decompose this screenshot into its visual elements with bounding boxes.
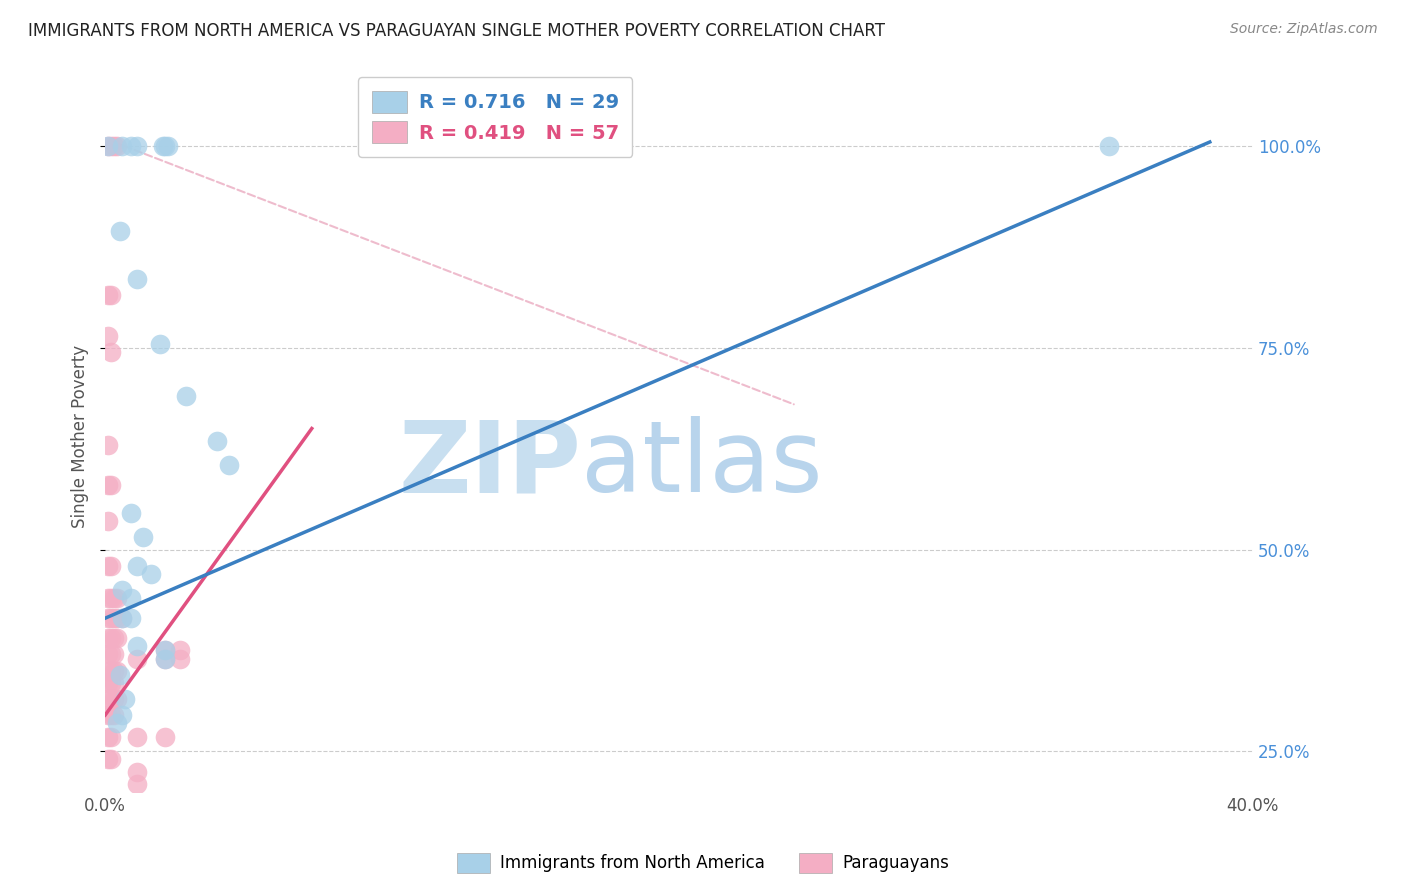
Point: [97, 675, 120, 690]
Point: [103, 664, 125, 678]
Point: [100, 648, 122, 662]
Point: [111, 611, 134, 625]
Point: [105, 139, 128, 153]
Point: [105, 611, 128, 625]
Point: [155, 651, 177, 665]
Point: [100, 675, 122, 690]
Point: [103, 611, 125, 625]
Point: [103, 708, 125, 723]
Y-axis label: Single Mother Poverty: Single Mother Poverty: [72, 345, 89, 528]
Point: [218, 458, 240, 472]
Point: [97, 708, 120, 723]
Point: [111, 139, 134, 153]
Point: [105, 664, 128, 678]
Point: [103, 139, 125, 153]
Point: [108, 667, 131, 681]
Legend: R = 0.716   N = 29, R = 0.419   N = 57: R = 0.716 N = 29, R = 0.419 N = 57: [359, 77, 633, 157]
Point: [125, 139, 148, 153]
Point: [157, 139, 180, 153]
Point: [125, 730, 148, 744]
Point: [105, 591, 128, 605]
Point: [97, 288, 120, 302]
Text: atlas: atlas: [582, 417, 823, 514]
Point: [155, 139, 177, 153]
Point: [97, 664, 120, 678]
Point: [97, 692, 120, 706]
Point: [100, 730, 122, 744]
Point: [97, 139, 120, 153]
Text: Source: ZipAtlas.com: Source: ZipAtlas.com: [1230, 22, 1378, 37]
Point: [100, 708, 122, 723]
Point: [155, 651, 177, 665]
Point: [100, 139, 122, 153]
Point: [97, 328, 120, 343]
Point: [100, 664, 122, 678]
Point: [131, 531, 153, 545]
Point: [97, 478, 120, 492]
Point: [111, 582, 134, 597]
Point: [103, 692, 125, 706]
Point: [100, 591, 122, 605]
Point: [97, 514, 120, 528]
Point: [169, 651, 191, 665]
Text: ZIP: ZIP: [399, 417, 582, 514]
Point: [97, 611, 120, 625]
Point: [125, 764, 148, 779]
Point: [125, 272, 148, 286]
Point: [111, 708, 134, 723]
Point: [155, 643, 177, 657]
Point: [100, 478, 122, 492]
Point: [120, 139, 142, 153]
Point: [105, 716, 128, 731]
Point: [174, 389, 197, 403]
Point: [97, 139, 120, 153]
Point: [111, 611, 134, 625]
Point: [100, 558, 122, 573]
Point: [120, 591, 142, 605]
Point: [97, 752, 120, 766]
Point: [125, 558, 148, 573]
Point: [100, 692, 122, 706]
Point: [125, 777, 148, 791]
Point: [97, 632, 120, 646]
Point: [100, 611, 122, 625]
Point: [1098, 139, 1121, 153]
Point: [100, 632, 122, 646]
Point: [120, 611, 142, 625]
Point: [125, 651, 148, 665]
Point: [205, 434, 228, 448]
Point: [100, 752, 122, 766]
Point: [105, 632, 128, 646]
Point: [114, 692, 136, 706]
Point: [97, 558, 120, 573]
Point: [97, 648, 120, 662]
Point: [103, 675, 125, 690]
Legend: Immigrants from North America, Paraguayans: Immigrants from North America, Paraguaya…: [450, 847, 956, 880]
Point: [120, 506, 142, 520]
Point: [100, 288, 122, 302]
Point: [97, 730, 120, 744]
Point: [149, 336, 172, 351]
Point: [139, 566, 162, 581]
Point: [103, 632, 125, 646]
Point: [105, 692, 128, 706]
Point: [152, 139, 174, 153]
Text: IMMIGRANTS FROM NORTH AMERICA VS PARAGUAYAN SINGLE MOTHER POVERTY CORRELATION CH: IMMIGRANTS FROM NORTH AMERICA VS PARAGUA…: [28, 22, 886, 40]
Point: [108, 224, 131, 238]
Point: [155, 643, 177, 657]
Point: [103, 648, 125, 662]
Point: [155, 730, 177, 744]
Point: [169, 643, 191, 657]
Point: [100, 344, 122, 359]
Point: [103, 591, 125, 605]
Point: [97, 591, 120, 605]
Point: [125, 640, 148, 654]
Point: [97, 437, 120, 451]
